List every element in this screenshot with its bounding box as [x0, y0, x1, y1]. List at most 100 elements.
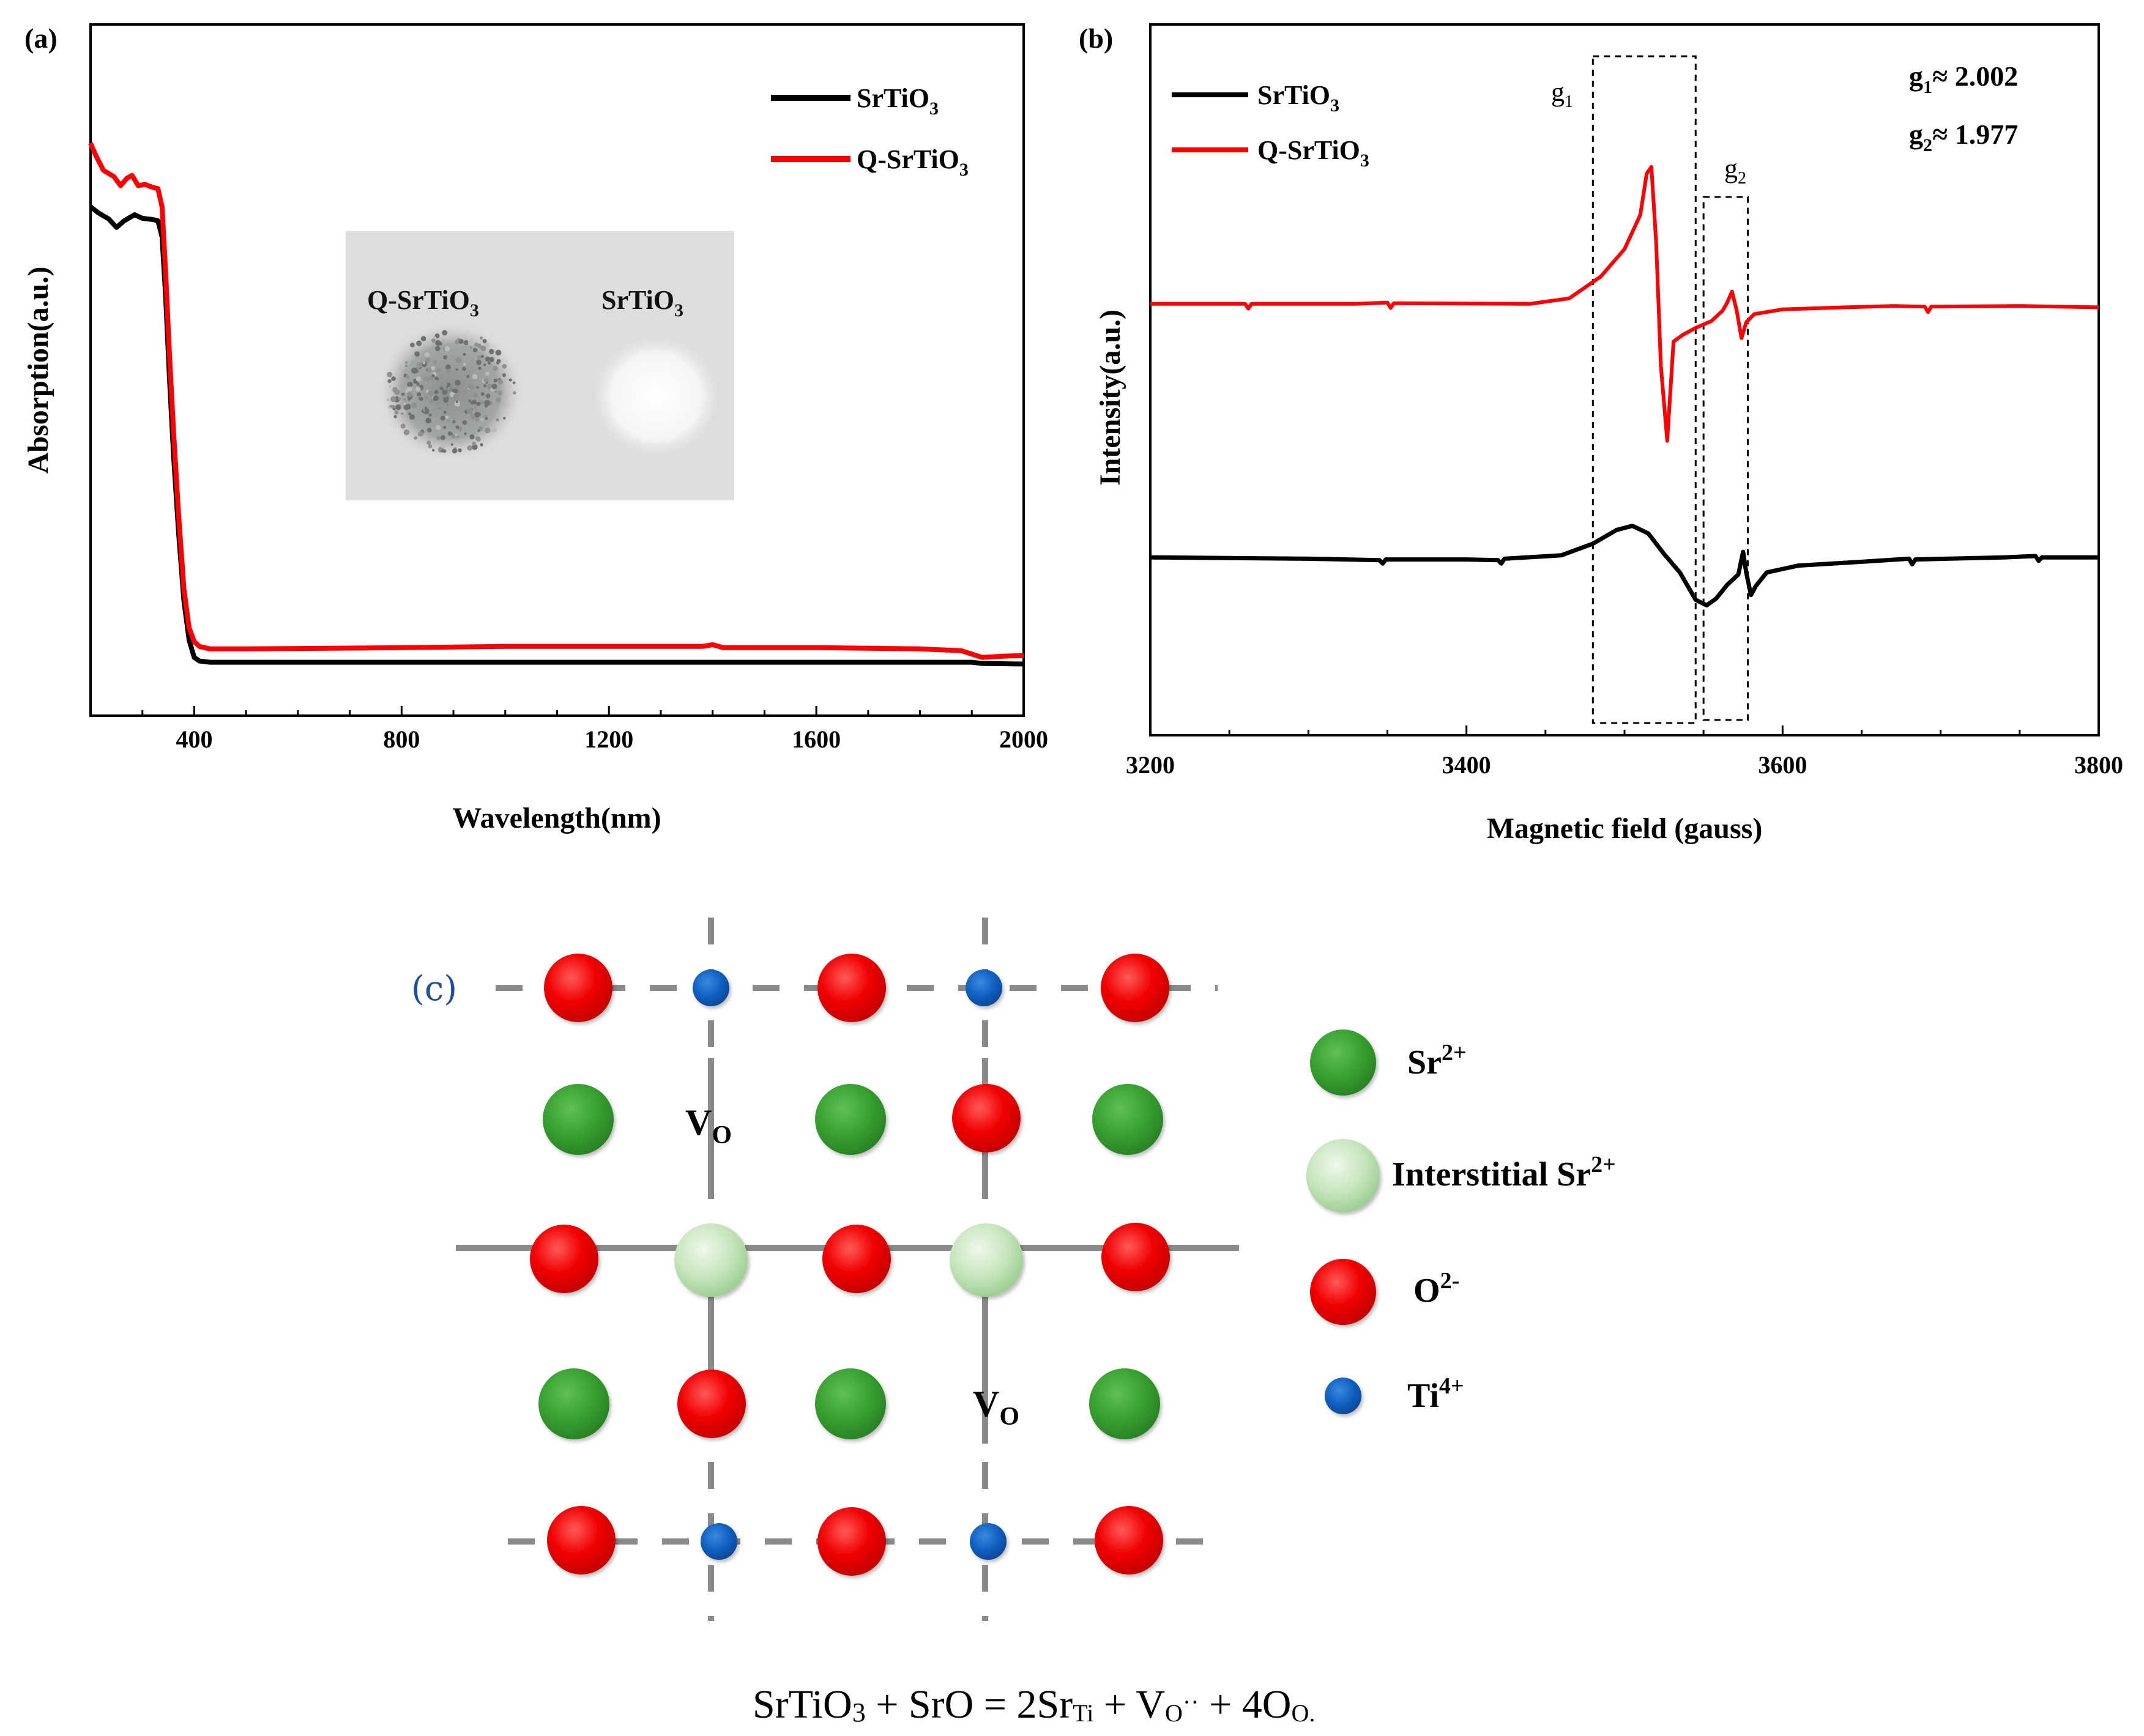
powder-speckle — [488, 349, 494, 355]
powder-speckle — [460, 381, 463, 385]
powder-speckle — [452, 380, 456, 384]
powder-speckle — [483, 384, 486, 388]
powder-speckle — [415, 387, 421, 392]
panel-a-xtick-label: 400 — [176, 725, 212, 753]
powder-speckle — [416, 362, 422, 368]
powder-speckle — [475, 436, 481, 442]
powder-speckle — [477, 343, 482, 349]
powder-speckle — [489, 357, 494, 363]
powder-speckle — [403, 429, 410, 436]
powder-speckle — [389, 404, 393, 408]
powder-speckle — [427, 428, 432, 432]
powder-speckle — [419, 396, 423, 401]
panel-a-ylabel: Absorption(a.u.) — [22, 267, 54, 474]
powder-speckle — [441, 449, 444, 453]
powder-speckle — [447, 387, 452, 391]
powder-speckle — [494, 390, 497, 393]
panel-b-xtick-label: 3400 — [1442, 751, 1491, 779]
strontium-atom — [1092, 1084, 1163, 1155]
photo-label-q-srtio3: Q-SrTiO3 — [367, 285, 479, 321]
powder-speckle — [420, 336, 426, 341]
powder-speckle — [423, 409, 426, 412]
powder-speckle — [455, 339, 460, 344]
powder-speckle — [392, 407, 396, 411]
powder-speckle — [428, 444, 433, 448]
powder-speckle — [423, 376, 430, 382]
g2-box — [1702, 196, 1749, 721]
powder-speckle — [426, 367, 432, 373]
powder-speckle — [447, 420, 450, 423]
g2-value: g2≈ 1.977 — [1909, 119, 2018, 155]
powder-speckle — [414, 436, 417, 440]
powder-speckle — [407, 386, 412, 392]
powder-speckle — [483, 363, 486, 366]
powder-speckle — [455, 357, 462, 363]
powder-speckle — [484, 342, 489, 348]
photo-label-srtio3: SrTiO3 — [601, 285, 683, 321]
panel-a: (a) 400 800 1200 1600 2000 Q-SrTiO3 SrTiO3 S… — [22, 23, 1048, 834]
powder-speckle — [472, 441, 477, 446]
oxygen-atom — [530, 1225, 598, 1293]
powder-speckle — [464, 432, 467, 436]
powder-speckle — [387, 371, 393, 377]
panel-a-ticks: 400 800 1200 1600 2000 — [89, 706, 1048, 753]
powder-speckle — [440, 415, 445, 421]
defect-equation: SrTiO3 + SrO = 2SrTi + VO·· + 4OO. — [753, 1682, 1315, 1727]
powder-speckle — [476, 401, 481, 406]
powder-speckle — [432, 449, 435, 452]
oxygen-atom — [1101, 1223, 1170, 1291]
powder-speckle — [438, 406, 442, 410]
vacancy-label-1: VO — [685, 1102, 732, 1149]
powder-speckle — [513, 391, 516, 395]
powder-speckle — [455, 433, 458, 436]
powder-speckle — [479, 336, 483, 340]
powder-speckle — [443, 426, 447, 429]
legend-b-text-q-srtio3: Q-SrTiO3 — [1257, 135, 1369, 171]
vacancy-label-2: VO — [973, 1384, 1019, 1431]
powder-speckle — [443, 410, 447, 414]
inset-photo: Q-SrTiO3 SrTiO3 — [346, 231, 734, 500]
panel-b-xtick-label: 3800 — [2074, 751, 2123, 779]
powder-speckle — [391, 376, 396, 381]
powder-speckle — [410, 343, 415, 347]
powder-speckle — [401, 392, 405, 396]
powder-speckle — [497, 379, 504, 385]
panel-b-xtick-label: 3600 — [1758, 751, 1807, 779]
powder-speckle — [486, 384, 493, 390]
legend-text-q-srtio3: Q-SrTiO3 — [857, 144, 969, 180]
powder-speckle — [472, 399, 477, 404]
powder-speckle — [435, 402, 439, 406]
oxygen-atom — [544, 954, 612, 1022]
powder-speckle — [392, 387, 398, 393]
powder-speckle — [508, 378, 512, 382]
titanium-atom — [693, 970, 729, 1006]
legend-oxygen-atom — [1310, 1259, 1376, 1325]
strontium-atom — [1089, 1368, 1160, 1439]
powder-speckle — [493, 366, 498, 371]
powder-speckle — [472, 347, 478, 353]
powder-speckle — [431, 374, 435, 377]
powder-speckle — [502, 364, 507, 369]
powder-speckle — [455, 400, 459, 404]
powder-speckle — [444, 346, 450, 352]
powder-speckle — [491, 384, 497, 390]
panel-b: (b) 3200 3400 3600 3800 g1 g2 g1≈ 2.002 g2≈… — [1079, 23, 2123, 845]
oxygen-atom — [1101, 954, 1169, 1022]
powder-speckle — [386, 398, 390, 402]
powder-speckle — [463, 352, 466, 356]
g1-box — [1591, 55, 1697, 724]
powder-speckle — [451, 434, 456, 439]
panel-a-label: (a) — [24, 23, 58, 54]
powder-speckle — [480, 443, 483, 447]
epr-line-q-srtio3 — [1150, 165, 2099, 443]
strontium-atom — [543, 1084, 614, 1155]
powder-speckle — [480, 392, 485, 396]
powder-speckle — [453, 393, 459, 400]
powder-speckle — [480, 418, 484, 421]
powder-speckle — [503, 417, 506, 420]
powder-speckle — [439, 376, 443, 379]
g2-box-label: g2 — [1724, 154, 1746, 188]
powder-speckle — [439, 386, 444, 390]
legend-label-ti: Ti4+ — [1407, 1373, 1464, 1415]
